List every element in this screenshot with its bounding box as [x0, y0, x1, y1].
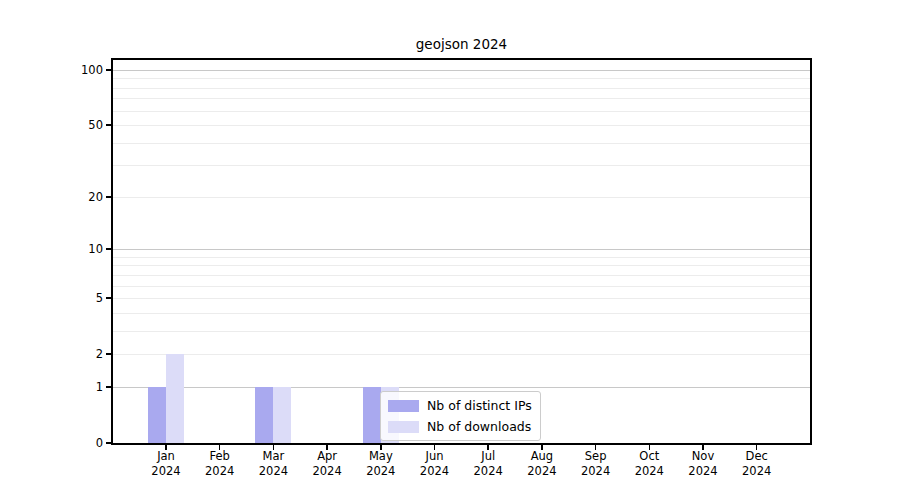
y-axis-tick-mark	[106, 386, 111, 388]
gridline-major	[113, 70, 810, 71]
legend-entry-downloads: Nb of downloads	[388, 418, 532, 435]
gridline-minor	[113, 98, 810, 99]
legend-swatch-downloads	[388, 421, 419, 433]
bar-distinct-ips-mar	[255, 387, 273, 443]
gridline-major	[113, 249, 810, 250]
bar-distinct-ips-may	[363, 387, 381, 443]
figure: geojson 2024 Nb of distinct IPs Nb of do…	[0, 0, 900, 500]
gridline-major	[113, 387, 810, 388]
gridline-minor	[113, 298, 810, 299]
gridline-minor	[113, 275, 810, 276]
gridline-minor	[113, 165, 810, 166]
gridline-minor	[113, 265, 810, 266]
legend-label-distinct-ips: Nb of distinct IPs	[427, 398, 532, 413]
plot-area	[111, 58, 812, 445]
y-axis-tick-label: 2	[0, 346, 103, 362]
legend-label-downloads: Nb of downloads	[427, 419, 531, 434]
y-axis-tick-label: 100	[0, 62, 103, 78]
x-tick-year: 2024	[717, 464, 797, 479]
gridline-minor	[113, 354, 810, 355]
y-axis-tick-mark	[106, 196, 111, 198]
y-axis-tick-mark	[106, 442, 111, 444]
x-tick-month: Dec	[717, 449, 797, 464]
y-axis-tick-mark	[106, 297, 111, 299]
gridline-minor	[113, 78, 810, 79]
y-axis-tick-label: 50	[0, 117, 103, 133]
y-axis-tick-label: 10	[0, 241, 103, 257]
y-axis-tick-mark	[106, 353, 111, 355]
y-axis-tick-mark	[106, 124, 111, 126]
gridline-minor	[113, 88, 810, 89]
y-axis-tick-label: 0	[0, 435, 103, 451]
bar-downloads-jan	[166, 354, 184, 443]
x-axis-tick-label: Dec2024	[717, 449, 797, 479]
gridline-minor	[113, 286, 810, 287]
gridline-minor	[113, 111, 810, 112]
y-axis-tick-mark	[106, 248, 111, 250]
gridline-minor	[113, 257, 810, 258]
chart-title: geojson 2024	[111, 36, 812, 52]
bar-downloads-mar	[273, 387, 291, 443]
gridline-minor	[113, 313, 810, 314]
gridline-minor	[113, 143, 810, 144]
legend-entry-distinct-ips: Nb of distinct IPs	[388, 397, 532, 414]
y-axis-tick-label: 5	[0, 290, 103, 306]
legend-swatch-distinct-ips	[388, 400, 419, 412]
y-axis-tick-mark	[106, 69, 111, 71]
y-axis-tick-label: 20	[0, 189, 103, 205]
y-axis-tick-label: 1	[0, 379, 103, 395]
bar-distinct-ips-jan	[148, 387, 166, 443]
gridline-minor	[113, 125, 810, 126]
legend: Nb of distinct IPs Nb of downloads	[380, 391, 541, 441]
gridline-minor	[113, 197, 810, 198]
gridline-minor	[113, 331, 810, 332]
